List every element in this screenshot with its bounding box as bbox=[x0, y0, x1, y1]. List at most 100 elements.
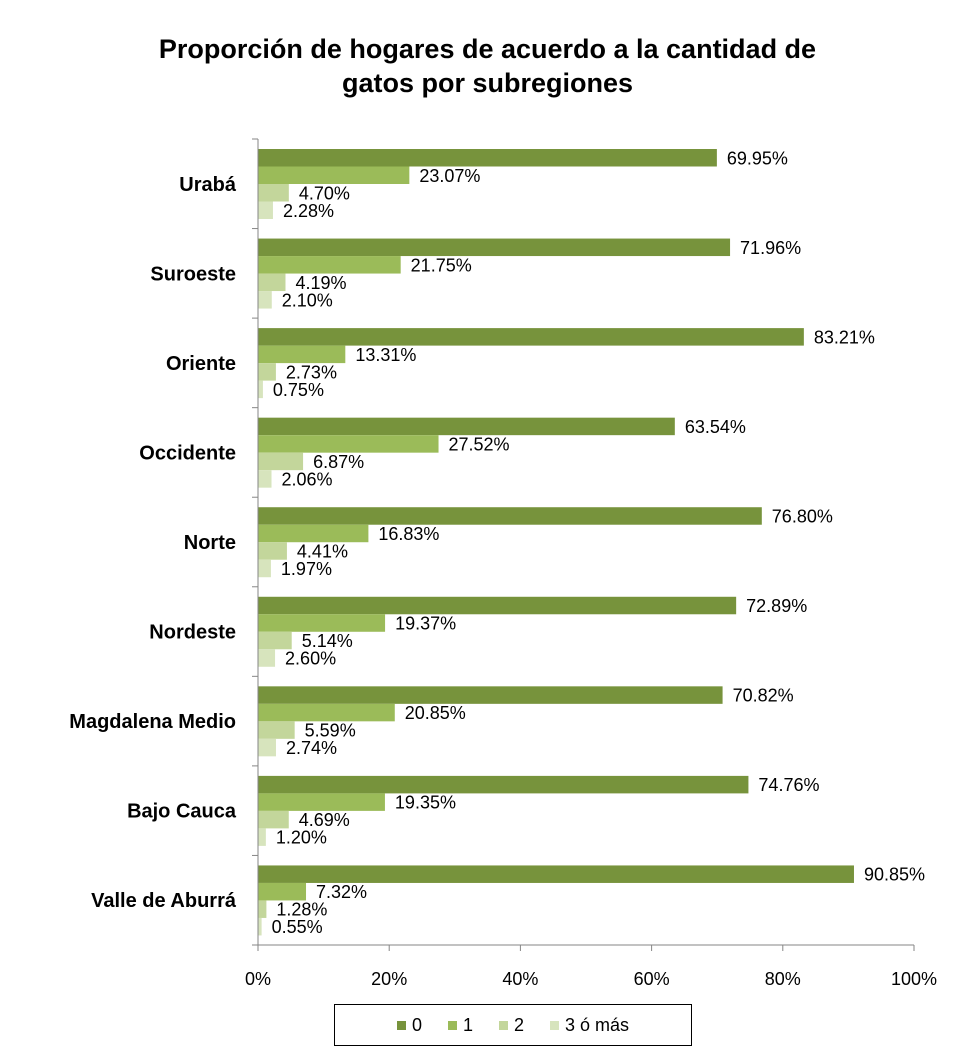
bar bbox=[258, 882, 307, 901]
data-label: 4.69% bbox=[299, 810, 350, 830]
legend-item: 1 bbox=[447, 1014, 473, 1036]
bar bbox=[258, 184, 289, 202]
x-tick-label: 20% bbox=[371, 969, 407, 989]
bar bbox=[258, 201, 273, 219]
data-label: 19.37% bbox=[395, 614, 456, 634]
x-tick-label: 80% bbox=[765, 969, 801, 989]
data-label: 2.10% bbox=[282, 290, 333, 310]
data-label: 4.41% bbox=[297, 541, 348, 561]
category-label: Suroeste bbox=[150, 263, 236, 285]
chart-title-line-2: gatos por subregiones bbox=[341, 68, 634, 98]
legend-label: 0 bbox=[411, 1014, 422, 1035]
data-label: 2.06% bbox=[282, 469, 333, 489]
legend-swatch bbox=[396, 1020, 406, 1030]
bar bbox=[258, 507, 762, 525]
category-label: Valle de Aburrá bbox=[91, 890, 237, 912]
bar bbox=[258, 649, 276, 667]
category-label: Nordeste bbox=[149, 622, 236, 644]
x-tick-label: 40% bbox=[502, 969, 538, 989]
category-label: Bajo Cauca bbox=[127, 801, 237, 823]
bar bbox=[258, 775, 749, 794]
data-label: 21.75% bbox=[411, 255, 472, 275]
legend-swatch bbox=[550, 1020, 559, 1030]
data-label: 4.70% bbox=[299, 183, 350, 203]
bar bbox=[258, 328, 804, 346]
data-label: 27.52% bbox=[449, 434, 510, 454]
data-label: 6.87% bbox=[313, 452, 364, 472]
bar bbox=[258, 291, 272, 309]
chart-title: Proporción de hogares de acuerdo a la ca… bbox=[0, 32, 955, 100]
bar bbox=[258, 614, 386, 632]
legend-swatch bbox=[447, 1020, 457, 1030]
data-label: 69.95% bbox=[727, 148, 788, 168]
bar bbox=[258, 865, 854, 883]
bar bbox=[258, 380, 263, 399]
category-label: Magdalena Medio bbox=[69, 711, 236, 733]
legend-label: 3 ó más bbox=[565, 1014, 630, 1035]
data-label: 1.97% bbox=[281, 559, 332, 579]
bar bbox=[258, 470, 272, 488]
data-label: 2.28% bbox=[283, 201, 334, 221]
bar bbox=[258, 793, 385, 811]
bar bbox=[258, 149, 717, 167]
bar bbox=[258, 900, 267, 918]
bar bbox=[258, 345, 346, 364]
bar bbox=[258, 686, 723, 704]
bar bbox=[258, 810, 289, 829]
data-label: 13.31% bbox=[355, 345, 416, 365]
data-label: 23.07% bbox=[419, 166, 480, 186]
legend-item: 3 ó más bbox=[550, 1015, 629, 1036]
data-label: 63.54% bbox=[685, 417, 746, 437]
bar bbox=[258, 559, 271, 578]
data-label: 1.20% bbox=[276, 828, 327, 848]
legend-item: 0 bbox=[396, 1014, 422, 1036]
data-label: 90.85% bbox=[864, 865, 925, 885]
data-label: 70.82% bbox=[733, 686, 794, 706]
data-label: 5.59% bbox=[305, 721, 356, 741]
data-label: 5.14% bbox=[302, 631, 353, 651]
data-label: 19.35% bbox=[395, 793, 456, 813]
x-tick-label: 100% bbox=[891, 969, 937, 989]
chart-title-line-1: Proporción de hogares de acuerdo a la ca… bbox=[158, 34, 817, 64]
x-tick-label: 0% bbox=[245, 969, 271, 989]
data-label: 2.60% bbox=[285, 649, 336, 669]
data-label: 2.73% bbox=[286, 362, 337, 382]
bar bbox=[258, 166, 410, 184]
bar bbox=[258, 256, 401, 274]
data-label: 0.75% bbox=[273, 380, 324, 400]
data-label: 4.19% bbox=[295, 273, 346, 293]
bar bbox=[258, 238, 731, 257]
bar bbox=[258, 828, 266, 846]
data-label: 7.32% bbox=[316, 882, 367, 902]
bar bbox=[258, 703, 395, 722]
legend-label: 1 bbox=[462, 1014, 473, 1035]
data-label: 76.80% bbox=[772, 506, 833, 526]
bar bbox=[258, 738, 276, 757]
bar bbox=[258, 452, 304, 471]
bar-chart: Urabá 69.95% 23.07% 4.70%2.28% Suroeste 71.96… bbox=[69, 138, 937, 989]
data-label: 2.74% bbox=[286, 738, 337, 758]
bar bbox=[258, 542, 287, 560]
bar bbox=[258, 417, 675, 436]
x-tick-label: 60% bbox=[634, 969, 670, 989]
data-label: 71.96% bbox=[740, 238, 801, 258]
bar bbox=[258, 524, 369, 543]
category-label: Oriente bbox=[166, 353, 236, 375]
bar bbox=[258, 435, 439, 453]
data-label: 83.21% bbox=[814, 327, 875, 347]
category-label: Norte bbox=[184, 532, 236, 554]
category-label: Occidente bbox=[139, 442, 236, 464]
bar bbox=[258, 363, 276, 381]
data-label: 74.76% bbox=[758, 775, 819, 795]
legend-item: 2 bbox=[498, 1014, 524, 1036]
data-label: 16.83% bbox=[378, 524, 439, 544]
data-label: 20.85% bbox=[405, 703, 466, 723]
bar bbox=[258, 273, 286, 292]
data-label: 0.55% bbox=[272, 917, 323, 937]
data-label: 72.89% bbox=[746, 596, 807, 616]
legend-label: 2 bbox=[513, 1014, 524, 1035]
bar bbox=[258, 917, 262, 936]
bar bbox=[258, 631, 292, 650]
chart-legend: 0 1 2 3 ó más bbox=[334, 1004, 692, 1046]
legend-swatch bbox=[498, 1020, 508, 1030]
